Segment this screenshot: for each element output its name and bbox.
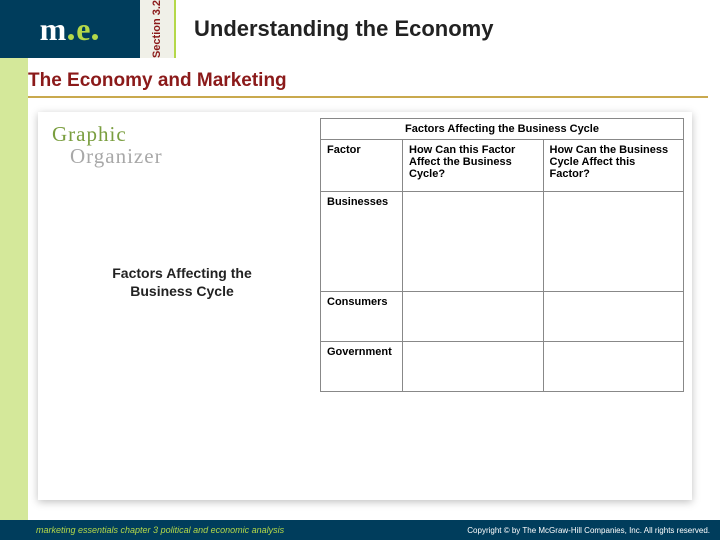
cell — [543, 292, 684, 342]
table-row: Consumers — [321, 292, 684, 342]
left-accent-band — [0, 0, 28, 540]
logo-dot-icon — [92, 34, 98, 40]
table-title-row: Factors Affecting the Business Cycle — [321, 119, 684, 140]
table-header-row: Factor How Can this Factor Affect the Bu… — [321, 140, 684, 192]
col-header-affect-cycle: How Can this Factor Affect the Business … — [403, 140, 544, 192]
footer-left: marketing essentials chapter 3 political… — [36, 525, 284, 535]
cell — [543, 342, 684, 392]
logo-m: m — [40, 11, 67, 48]
table-title: Factors Affecting the Business Cycle — [321, 119, 684, 140]
cell — [403, 292, 544, 342]
cell — [543, 192, 684, 292]
graphic-organizer-label: Graphic Organizer — [52, 122, 163, 169]
logo-dot-icon — [68, 34, 74, 40]
organizer-word: Organizer — [70, 144, 163, 169]
table-row: Government — [321, 342, 684, 392]
subtitle: The Economy and Marketing — [28, 70, 287, 92]
factors-table: Factors Affecting the Business Cycle Fac… — [320, 118, 684, 392]
factor-cell: Government — [321, 342, 403, 392]
footer-bar: marketing essentials chapter 3 political… — [0, 520, 720, 540]
logo-e: e — [76, 11, 90, 48]
page-title: Understanding the Economy — [176, 0, 720, 58]
col-header-cycle-affect: How Can the Business Cycle Affect this F… — [543, 140, 684, 192]
section-box: Section 3.2 — [140, 0, 176, 58]
section-label: Section 3.2 — [151, 0, 163, 58]
table-row: Businesses — [321, 192, 684, 292]
content-card: Graphic Organizer Factors Affecting the … — [38, 112, 692, 500]
cell — [403, 342, 544, 392]
col-header-factor: Factor — [321, 140, 403, 192]
factor-cell: Consumers — [321, 292, 403, 342]
footer-copyright: Copyright © by The McGraw-Hill Companies… — [467, 526, 710, 535]
table-caption: Factors Affecting the Business Cycle — [82, 264, 282, 300]
cell — [403, 192, 544, 292]
header-bar: m e Section 3.2 Understanding the Econom… — [0, 0, 720, 58]
divider-line — [28, 96, 708, 98]
logo: m e — [0, 0, 140, 58]
factor-cell: Businesses — [321, 192, 403, 292]
